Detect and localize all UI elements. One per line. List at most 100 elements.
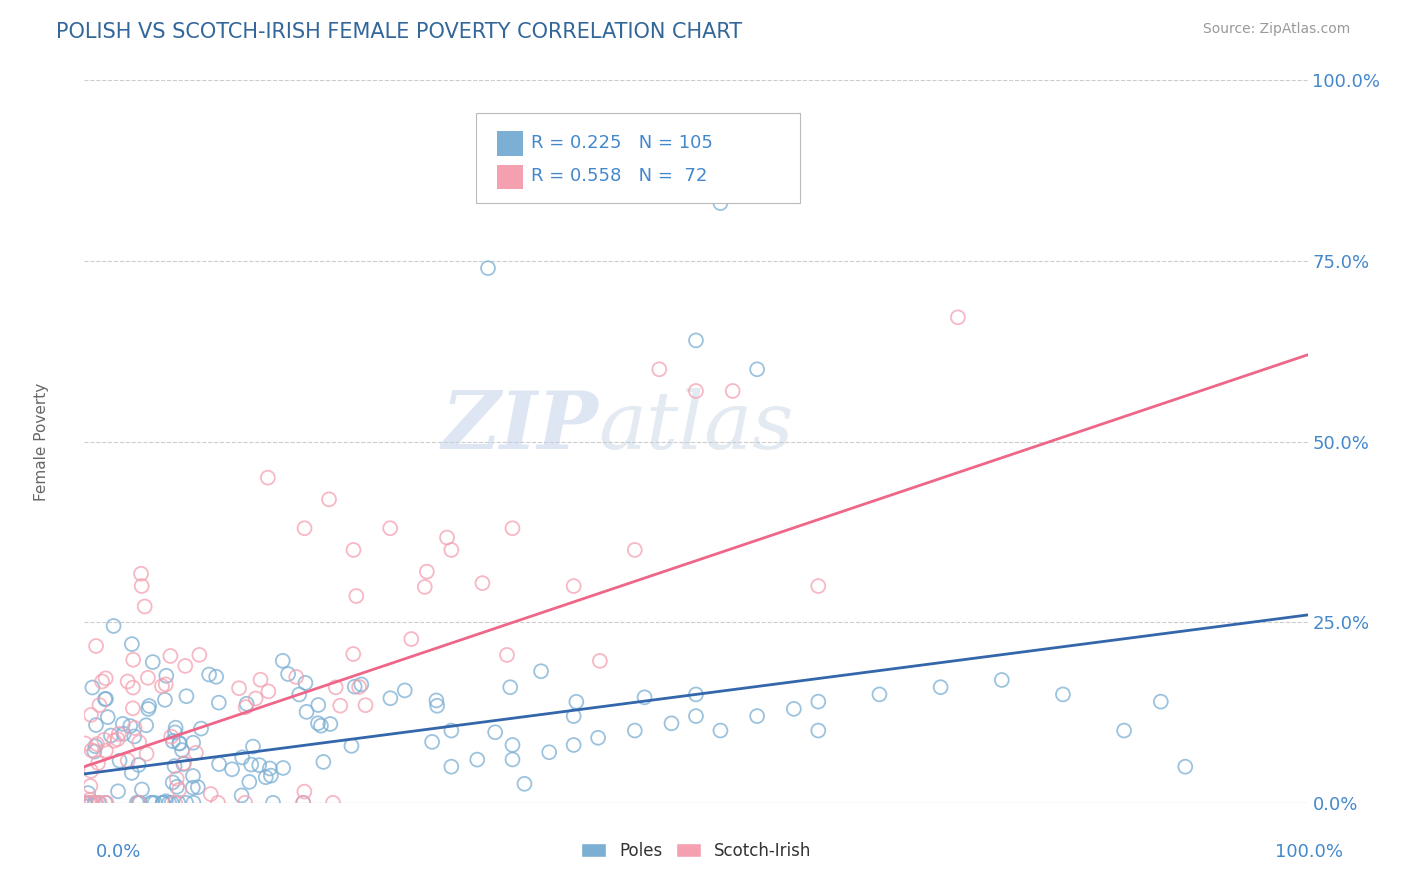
Legend: Poles, Scotch-Irish: Poles, Scotch-Irish xyxy=(574,836,818,867)
Point xyxy=(122,730,145,744)
Point xyxy=(73,736,96,750)
Point xyxy=(169,736,191,750)
Point xyxy=(80,707,103,722)
Point xyxy=(254,770,277,784)
Point xyxy=(249,673,271,687)
Point xyxy=(288,688,311,702)
Point xyxy=(747,709,769,723)
Point xyxy=(586,731,609,745)
Point xyxy=(946,310,969,325)
Point xyxy=(329,698,352,713)
Point xyxy=(242,739,264,754)
Point xyxy=(661,716,683,731)
Point xyxy=(160,730,183,744)
Point xyxy=(174,796,197,810)
Point xyxy=(174,659,197,673)
Point xyxy=(538,745,561,759)
Point xyxy=(350,677,373,691)
Point xyxy=(709,723,731,738)
Point xyxy=(155,794,177,808)
Point xyxy=(440,542,463,557)
Point xyxy=(562,738,585,752)
Point xyxy=(416,565,439,579)
Point xyxy=(162,775,184,789)
Point xyxy=(128,796,150,810)
Point xyxy=(205,670,228,684)
Point xyxy=(426,698,449,713)
Point xyxy=(233,796,256,810)
Point xyxy=(112,727,135,741)
Point xyxy=(77,786,100,800)
Point xyxy=(135,718,157,732)
Point xyxy=(120,719,142,733)
FancyBboxPatch shape xyxy=(496,165,523,189)
Point xyxy=(150,679,173,693)
Point xyxy=(77,796,100,810)
Point xyxy=(285,670,308,684)
Point xyxy=(245,691,267,706)
Point xyxy=(198,667,221,681)
Point xyxy=(170,743,193,757)
Point xyxy=(380,691,402,706)
Point xyxy=(292,796,315,810)
Point xyxy=(87,796,110,810)
Point xyxy=(111,717,134,731)
Text: Female Poverty: Female Poverty xyxy=(34,383,49,500)
Point xyxy=(342,647,364,661)
Point xyxy=(83,796,105,810)
Point xyxy=(565,695,588,709)
Point xyxy=(513,777,536,791)
Point xyxy=(93,732,115,747)
Point xyxy=(83,745,105,759)
Point xyxy=(107,727,129,741)
Point xyxy=(122,653,145,667)
Point xyxy=(318,492,340,507)
Point xyxy=(562,579,585,593)
Point xyxy=(152,796,174,810)
Point xyxy=(160,796,183,810)
Text: 100.0%: 100.0% xyxy=(1275,843,1343,861)
Point xyxy=(496,648,519,662)
Point xyxy=(247,758,270,772)
Point xyxy=(131,782,153,797)
Point xyxy=(342,542,364,557)
Point xyxy=(807,723,830,738)
Point xyxy=(413,580,436,594)
Point xyxy=(94,671,117,685)
Point xyxy=(89,796,111,810)
Point xyxy=(1174,760,1197,774)
Point xyxy=(162,734,184,748)
FancyBboxPatch shape xyxy=(475,112,800,203)
Point xyxy=(783,702,806,716)
Point xyxy=(157,796,180,810)
Point xyxy=(128,796,150,810)
Point xyxy=(440,723,463,738)
Point xyxy=(562,709,585,723)
Point xyxy=(121,765,143,780)
Point xyxy=(141,796,163,810)
Point xyxy=(82,681,104,695)
Point xyxy=(80,764,103,778)
Text: atlas: atlas xyxy=(598,388,793,466)
Point xyxy=(747,362,769,376)
Point xyxy=(394,683,416,698)
Point xyxy=(122,681,145,695)
Point xyxy=(167,736,190,750)
Point xyxy=(502,521,524,535)
Point xyxy=(200,787,222,801)
Point xyxy=(86,737,108,751)
Point xyxy=(484,725,506,739)
Point xyxy=(354,698,377,713)
Point xyxy=(94,796,117,810)
Point xyxy=(172,757,194,772)
Point xyxy=(465,753,488,767)
Point xyxy=(134,599,156,614)
Point xyxy=(589,654,612,668)
Point xyxy=(188,648,211,662)
Point xyxy=(322,796,344,810)
Point xyxy=(181,780,204,795)
Point xyxy=(240,757,263,772)
Point xyxy=(807,695,830,709)
Point xyxy=(440,760,463,774)
Point xyxy=(103,619,125,633)
